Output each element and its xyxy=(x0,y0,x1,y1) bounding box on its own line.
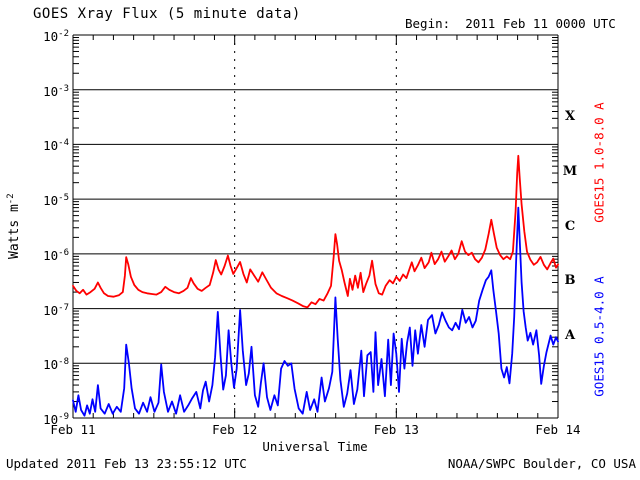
y-tick-label: 10-9 xyxy=(43,412,69,428)
series-label-short-channel: GOES15 0.5-4.0 A xyxy=(591,276,607,397)
y-axis-title-base: Watts m xyxy=(7,204,23,259)
x-axis-title: Universal Time xyxy=(262,439,368,454)
series-curve xyxy=(72,206,559,417)
updated-timestamp: Updated 2011 Feb 13 23:55:12 UTC xyxy=(6,456,247,471)
y-tick-label: 10-4 xyxy=(43,138,69,154)
y-tick-label: 10-7 xyxy=(43,302,69,318)
series-label-long-channel: GOES15 1.0-8.0 A xyxy=(591,102,607,223)
flare-class-C: C xyxy=(564,218,576,234)
y-axis-title: Watts m-2 xyxy=(6,166,22,286)
x-tick-label: Feb 11 xyxy=(50,422,96,437)
y-tick-label: 10-8 xyxy=(43,357,69,373)
x-tick-label: Feb 13 xyxy=(373,422,419,437)
x-tick-label: Feb 14 xyxy=(535,422,581,437)
y-tick-label: 10-6 xyxy=(43,247,69,263)
y-tick-label: 10-3 xyxy=(43,83,69,99)
flare-class-M: M xyxy=(562,163,578,179)
y-tick-label: 10-2 xyxy=(43,29,69,45)
y-axis-title-exponent: -2 xyxy=(5,193,16,205)
begin-time-label: Begin: 2011 Feb 11 0000 UTC xyxy=(405,16,616,31)
y-tick-label: 10-5 xyxy=(43,193,69,209)
flare-class-A: A xyxy=(564,327,576,343)
page-title: GOES Xray Flux (5 minute data) xyxy=(33,6,301,22)
flare-class-B: B xyxy=(564,273,576,289)
series-curve xyxy=(72,154,559,309)
flare-class-X: X xyxy=(564,109,576,125)
x-tick-label: Feb 12 xyxy=(212,422,258,437)
source-attribution: NOAA/SWPC Boulder, CO USA xyxy=(447,456,636,471)
